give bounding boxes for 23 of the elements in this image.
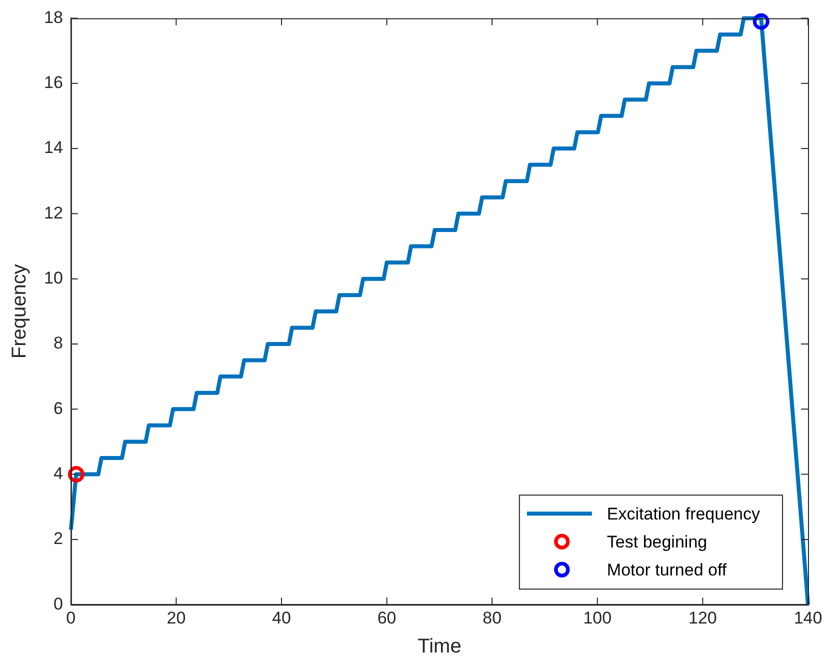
y-tick-label: 0 [53, 594, 63, 614]
x-tick-label: 100 [583, 608, 612, 628]
x-tick-label: 140 [794, 608, 822, 628]
x-tick-label: 60 [377, 608, 396, 628]
x-tick-label: 80 [482, 608, 502, 628]
legend-label: Excitation frequency [606, 504, 760, 524]
y-tick-label: 8 [53, 334, 63, 353]
legend-label: Test begining [606, 532, 708, 552]
y-tick-label: 2 [53, 529, 63, 548]
x-tick-label: 40 [272, 608, 291, 628]
y-tick-label: 6 [53, 398, 63, 418]
y-tick-label: 16 [44, 73, 63, 92]
y-tick-label: 14 [44, 138, 63, 158]
legend-label: Motor turned off [606, 560, 727, 580]
x-axis-title: Time [418, 636, 462, 658]
y-tick-label: 4 [53, 464, 63, 483]
x-tick-label: 0 [66, 608, 76, 628]
y-tick-label: 12 [44, 203, 63, 222]
x-tick-label: 120 [688, 608, 717, 628]
y-tick-label: 10 [44, 268, 63, 288]
y-axis-title: Frequency [8, 264, 31, 359]
y-tick-label: 18 [44, 8, 63, 27]
x-tick-label: 20 [166, 608, 186, 628]
